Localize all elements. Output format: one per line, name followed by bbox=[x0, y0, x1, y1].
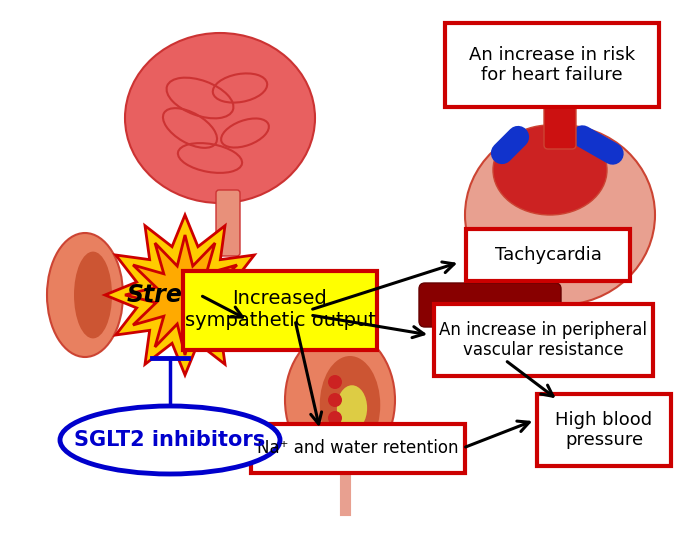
FancyBboxPatch shape bbox=[544, 96, 576, 149]
FancyArrowPatch shape bbox=[582, 136, 613, 153]
Ellipse shape bbox=[328, 393, 342, 407]
Ellipse shape bbox=[125, 33, 315, 203]
Ellipse shape bbox=[328, 411, 342, 425]
Text: Tachycardia: Tachycardia bbox=[495, 246, 601, 264]
FancyArrowPatch shape bbox=[502, 137, 518, 153]
Text: High blood
pressure: High blood pressure bbox=[555, 410, 653, 449]
FancyBboxPatch shape bbox=[466, 229, 630, 281]
FancyBboxPatch shape bbox=[445, 23, 659, 107]
Ellipse shape bbox=[320, 356, 380, 454]
FancyBboxPatch shape bbox=[251, 424, 465, 472]
Ellipse shape bbox=[74, 252, 112, 339]
Text: Increased
sympathetic output: Increased sympathetic output bbox=[185, 289, 376, 330]
Ellipse shape bbox=[328, 375, 342, 389]
Ellipse shape bbox=[60, 406, 280, 474]
Text: An increase in peripheral
vascular resistance: An increase in peripheral vascular resis… bbox=[439, 321, 647, 359]
FancyBboxPatch shape bbox=[433, 304, 653, 376]
Ellipse shape bbox=[47, 233, 123, 357]
Polygon shape bbox=[125, 235, 245, 355]
FancyBboxPatch shape bbox=[419, 283, 561, 327]
Ellipse shape bbox=[493, 125, 607, 215]
FancyBboxPatch shape bbox=[216, 190, 240, 256]
FancyBboxPatch shape bbox=[183, 271, 377, 350]
FancyBboxPatch shape bbox=[537, 394, 671, 466]
Ellipse shape bbox=[465, 125, 655, 305]
Text: An increase in risk
for heart failure: An increase in risk for heart failure bbox=[469, 45, 635, 84]
Ellipse shape bbox=[337, 385, 367, 431]
Text: Na⁺ and water retention: Na⁺ and water retention bbox=[257, 439, 459, 457]
Ellipse shape bbox=[285, 330, 395, 470]
Text: Stressed: Stressed bbox=[127, 283, 244, 307]
Text: SGLT2 inhibitors: SGLT2 inhibitors bbox=[74, 430, 265, 450]
Polygon shape bbox=[105, 215, 265, 375]
